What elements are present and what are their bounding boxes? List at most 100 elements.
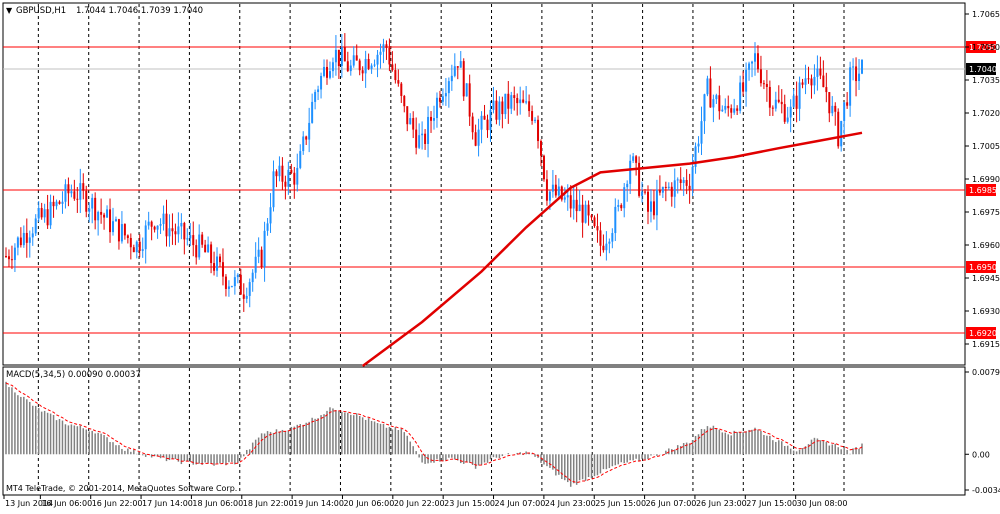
candle-body <box>394 70 397 81</box>
candle-body <box>807 78 810 80</box>
candle-body <box>647 191 649 212</box>
candle-body <box>100 211 103 215</box>
candle-body <box>213 263 216 271</box>
candle-body <box>551 184 554 192</box>
candle-body <box>415 129 418 148</box>
candle-body <box>819 68 822 76</box>
candle-body <box>837 111 840 147</box>
candle-body <box>106 209 109 218</box>
candle-body <box>504 93 507 115</box>
level-price-tag <box>966 41 996 53</box>
candle-body <box>5 256 7 257</box>
candle-body <box>355 55 358 61</box>
candle-body <box>581 204 584 223</box>
candle-body <box>590 215 593 218</box>
candle-body <box>679 179 682 183</box>
candle-body <box>275 171 278 177</box>
candle-body <box>251 272 254 283</box>
candle-body <box>180 222 183 227</box>
candle-body <box>129 237 132 248</box>
indicator-frame <box>2 366 966 496</box>
candle-body <box>52 201 55 207</box>
time-tick-label: 20 Jun 22:00 <box>394 499 445 508</box>
candle-body <box>156 225 159 230</box>
candle-body <box>632 156 635 161</box>
candle-body <box>177 226 180 235</box>
candle-body <box>337 49 340 67</box>
candle-body <box>141 249 144 251</box>
candle-body <box>308 122 311 140</box>
time-tick-label: 19 Jun 14:00 <box>293 499 344 508</box>
level-price-label: 1.6950 <box>969 263 997 272</box>
candle-body <box>323 66 326 76</box>
candle-body <box>834 105 837 112</box>
candle-body <box>257 249 260 257</box>
candle-body <box>242 294 245 299</box>
candle-body <box>542 155 545 180</box>
candle-body <box>31 233 34 238</box>
candle-body <box>135 241 138 253</box>
candle-body <box>593 217 596 227</box>
candle-body <box>855 66 858 82</box>
candle-body <box>138 241 141 251</box>
candle-body <box>477 129 480 146</box>
candle-body <box>572 199 575 209</box>
macd-tick-label: 0.00792 <box>972 368 1000 377</box>
candle-body <box>299 151 302 168</box>
level-price-label: 1.6985 <box>969 186 997 195</box>
candle-body <box>427 116 430 144</box>
candle-body <box>302 136 305 152</box>
candle-body <box>207 244 210 253</box>
candle-body <box>545 179 548 201</box>
candle-body <box>266 223 269 231</box>
candle-body <box>311 101 314 123</box>
time-tick-label: 18 Jun 06:00 <box>192 499 243 508</box>
candle-body <box>97 211 100 221</box>
candle-body <box>433 118 435 121</box>
candle-body <box>317 89 320 92</box>
candle-body <box>492 100 495 110</box>
candle-body <box>109 209 112 233</box>
price-tick-label: 1.7005 <box>972 142 1000 151</box>
time-tick-label: 17 Jun 14:00 <box>142 499 193 508</box>
candle-body <box>730 108 733 113</box>
price-tick-label: 1.7020 <box>972 109 1000 118</box>
macd-label: MACD(5,34,5) 0.00090 0.00037 <box>6 370 141 380</box>
candle-body <box>486 119 489 131</box>
candle-body <box>768 86 771 108</box>
time-tick-label: 20 Jun 06:00 <box>343 499 394 508</box>
candle-body <box>403 95 406 107</box>
current-price-label: 1.7040 <box>969 65 997 74</box>
macd-signal-line <box>5 382 863 484</box>
candle-body <box>739 82 742 111</box>
candle-body <box>34 218 37 234</box>
candle-body <box>94 197 97 221</box>
candle-body <box>287 169 290 187</box>
dropdown-arrow-icon[interactable]: ▼ <box>6 6 13 15</box>
candle-body <box>456 66 459 68</box>
horizontal-levels[interactable]: 1.7050 1.6985 1.6950 1.6920 1.7040 <box>3 41 997 339</box>
candle-body <box>525 101 528 103</box>
price-tick-label: 1.6915 <box>972 340 1000 349</box>
ohlc-label: 1.7044 1.7046 1.7039 1.7040 <box>76 6 203 16</box>
candle-body <box>204 244 207 253</box>
candle-body <box>756 53 759 70</box>
candle-body <box>718 95 721 112</box>
candle-body <box>528 101 531 112</box>
macd-tick-label: -0.00344 <box>972 486 1000 495</box>
candle-body <box>7 256 10 260</box>
candle-body <box>522 99 525 103</box>
level-price-label: 1.6920 <box>969 329 997 338</box>
candle-body <box>774 99 777 109</box>
price-axis: 1.7065 1.7050 1.7035 1.7020 1.7005 1.6990 1.69… <box>965 10 1000 495</box>
candle-body <box>771 107 774 109</box>
candle-body <box>67 184 70 194</box>
candle-body <box>210 244 213 264</box>
time-tick-label: 24 Jun 23:00 <box>545 499 596 508</box>
candle-body <box>171 228 174 232</box>
candle-body <box>450 75 453 82</box>
candle-body <box>269 207 272 224</box>
candle-body <box>715 95 718 100</box>
